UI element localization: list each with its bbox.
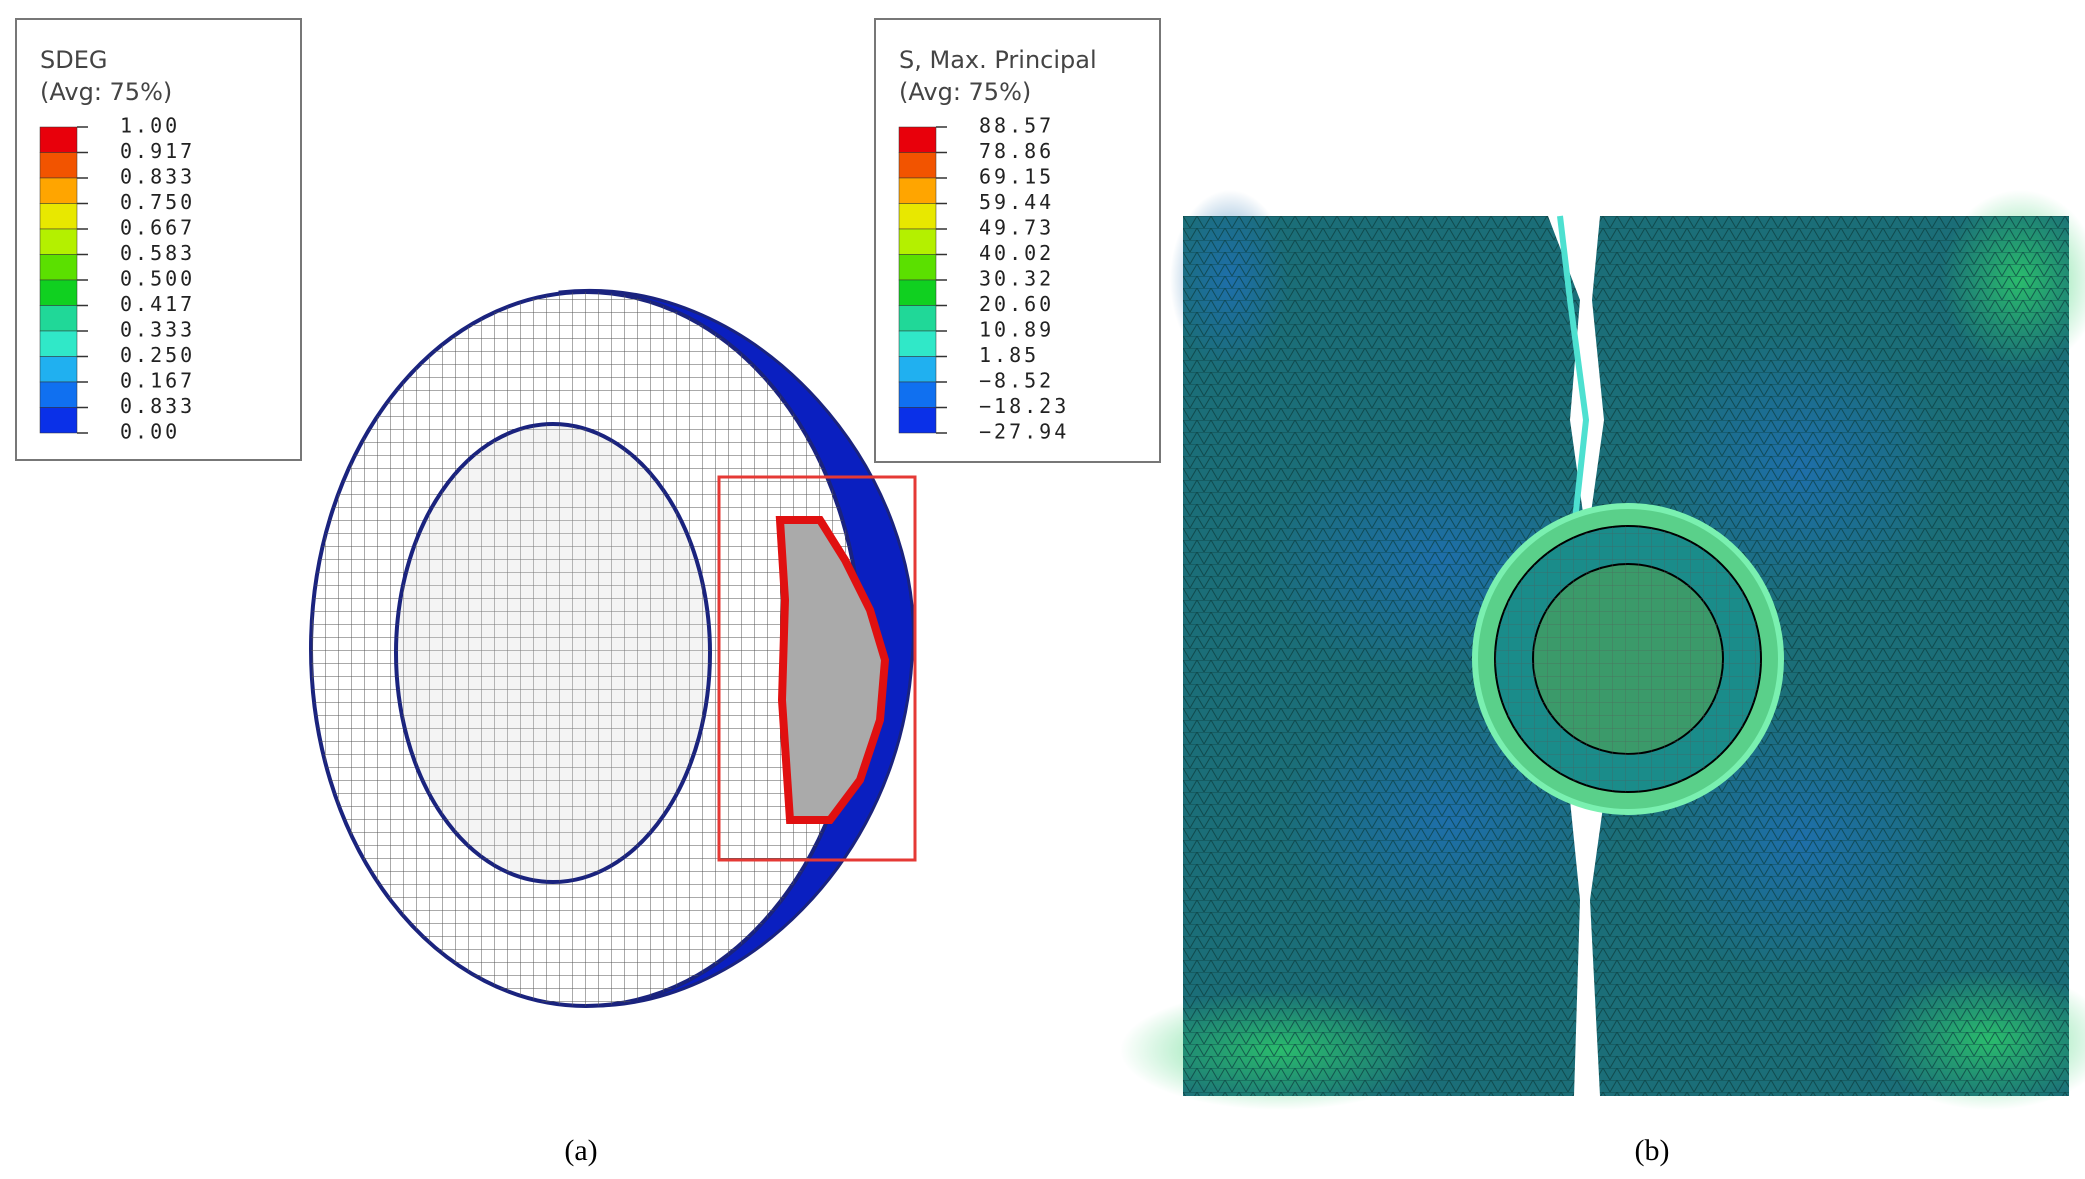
color-swatch [39,407,78,434]
legend-subtitle: (Avg: 75%) [899,78,1031,106]
color-swatch [898,381,937,408]
color-swatch [39,330,78,357]
color-swatch [898,126,937,153]
color-swatch [39,228,78,255]
panel-b-image [1120,190,2085,1110]
legend-label: 0.333 [120,318,195,342]
color-swatch [898,254,937,281]
legend-label: 0.583 [120,241,195,265]
legend-label: 20.60 [979,292,1054,316]
color-swatch [898,177,937,204]
color-swatch [898,203,937,230]
color-swatch [39,203,78,230]
color-swatch [898,228,937,255]
color-swatch [39,126,78,153]
legend-subtitle: (Avg: 75%) [40,78,172,106]
legend-b: S, Max. Principal (Avg: 75%) 88.5778.866… [874,18,1161,463]
color-swatch [39,356,78,383]
legend-title: S, Max. Principal [899,46,1097,74]
legend-label: 0.750 [120,190,195,214]
color-swatch [898,407,937,434]
panel-a-image [309,288,917,1008]
color-swatch [39,152,78,179]
legend-label: 0.00 [120,420,180,444]
legend-label: 78.86 [979,139,1054,163]
color-swatch [39,305,78,332]
color-swatch [898,330,937,357]
legend-label: 0.167 [120,369,195,393]
legend-a: SDEG (Avg: 75%) 1.000.9170.8330.7500.667… [15,18,302,461]
legend-label: −8.52 [979,369,1054,393]
legend-title: SDEG [40,46,107,74]
color-swatch [39,279,78,306]
color-swatch [39,381,78,408]
legend-label: 0.250 [120,343,195,367]
legend-label: 10.89 [979,318,1054,342]
legend-label: 0.917 [120,139,195,163]
legend-label: 59.44 [979,190,1054,214]
color-swatch [898,356,937,383]
highlight-box [717,475,917,862]
legend-label: 1.00 [120,114,180,138]
caption-a: (a) [564,1134,597,1167]
legend-label: 88.57 [979,114,1054,138]
legend-label: 69.15 [979,165,1054,189]
color-swatch [898,152,937,179]
legend-label: 30.32 [979,267,1054,291]
legend-label: −27.94 [979,420,1069,444]
legend-label: 0.500 [120,267,195,291]
legend-label: 0.833 [120,165,195,189]
legend-label: 0.667 [120,216,195,240]
color-swatch [898,279,937,306]
legend-label: 0.833 [120,394,195,418]
color-swatch [39,177,78,204]
color-swatch [39,254,78,281]
legend-label: 40.02 [979,241,1054,265]
legend-label: 0.417 [120,292,195,316]
caption-b: (b) [1635,1134,1670,1167]
color-swatch [898,305,937,332]
legend-label: 1.85 [979,343,1039,367]
legend-label: −18.23 [979,394,1069,418]
legend-label: 49.73 [979,216,1054,240]
